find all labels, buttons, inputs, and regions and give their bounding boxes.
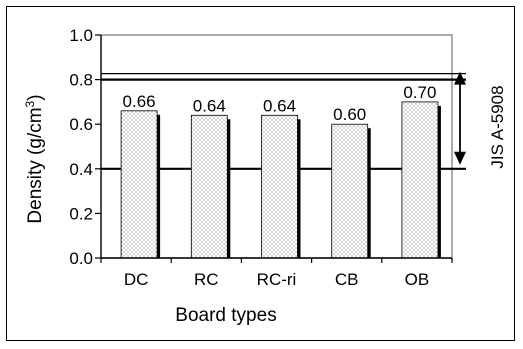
x-tick-label-RC: RC — [194, 270, 219, 289]
x-ticks: DC RC RC-ri CB OB — [100, 258, 453, 289]
y-tick-label-5: 1.0 — [69, 26, 93, 45]
bar-RC — [190, 114, 228, 259]
bar-shadow-RC-ri — [296, 119, 301, 258]
y-tick-label-4: 0.8 — [69, 71, 93, 90]
reference-range-indicator — [454, 71, 466, 165]
x-axis-title: Board types — [175, 305, 276, 326]
x-tick-label-DC: DC — [124, 270, 149, 289]
bar-shadow-RC — [226, 119, 231, 258]
y-axis-title-suffix: ) — [25, 94, 46, 100]
bars — [120, 101, 441, 259]
x-tick-label-CB: CB — [335, 270, 359, 289]
y-tick-label-3: 0.6 — [69, 115, 93, 134]
bar-RC-ri — [261, 114, 298, 259]
bar-OB — [401, 101, 439, 259]
bar-shadow-DC — [156, 114, 161, 258]
x-tick-label-RC-ri: RC-ri — [257, 270, 297, 289]
y-tick-label-2: 0.4 — [69, 160, 93, 179]
range-arrow-head-down — [454, 151, 466, 165]
value-label-RC-ri: 0.64 — [263, 96, 296, 115]
y-axis-title-text: Density (g/cm — [25, 107, 46, 223]
reference-range-label: JIS A-5908 — [488, 85, 507, 168]
range-arrow-head-up — [454, 71, 466, 85]
bar-shadow-CB — [366, 128, 371, 258]
value-label-DC: 0.66 — [123, 92, 156, 111]
y-tick-label-1: 0.2 — [69, 204, 93, 223]
y-axis-title-superscript: 3 — [23, 100, 37, 107]
value-labels: 0.66 0.64 0.64 0.60 0.70 — [123, 83, 437, 124]
x-tick-label-OB: OB — [405, 270, 430, 289]
value-label-OB: 0.70 — [403, 83, 436, 102]
value-label-RC: 0.64 — [193, 96, 226, 115]
bar-shadow-OB — [436, 105, 441, 259]
bar-CB — [331, 123, 369, 259]
y-ticks: 0.0 0.2 0.4 0.6 0.8 1.0 — [69, 26, 101, 268]
chart-frame: 0.66 0.64 0.64 0.60 0.70 0.0 0.2 0.4 0.6 0.8 1.0 … — [6, 6, 515, 341]
y-axis-title: Density (g/cm3) — [23, 94, 46, 223]
y-tick-label-0: 0.0 — [69, 249, 93, 268]
value-label-CB: 0.60 — [333, 105, 366, 124]
bar-DC — [120, 110, 158, 259]
bar-chart: 0.66 0.64 0.64 0.600.70 0.00.20.40.60.81.0 … — [23, 26, 507, 326]
axes — [100, 35, 452, 259]
